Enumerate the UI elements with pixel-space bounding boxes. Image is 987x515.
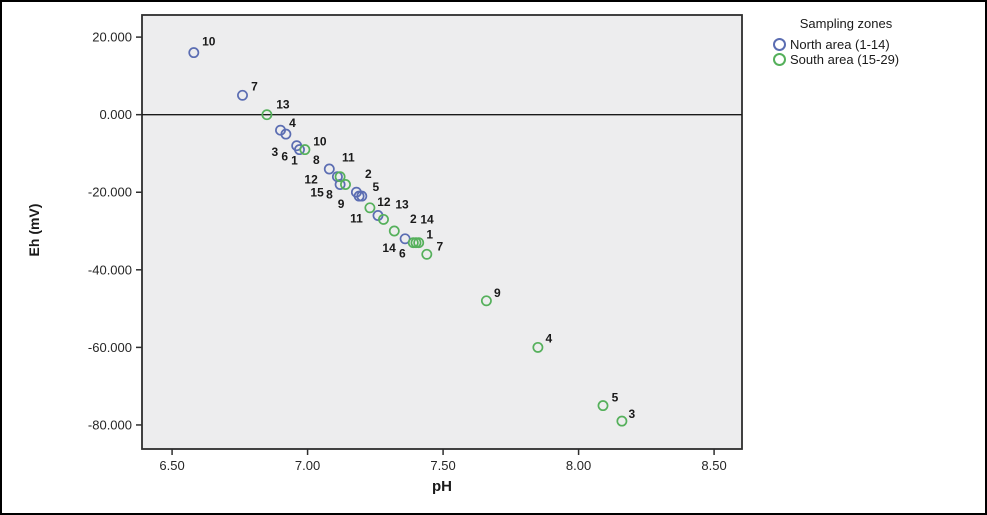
plot-area (141, 14, 743, 450)
data-point-label: 14 (420, 213, 434, 227)
data-point-label: 13 (395, 198, 409, 212)
y-tick-label: -80.000 (88, 417, 132, 432)
data-point-label: 14 (382, 241, 396, 255)
data-point-label: 9 (338, 197, 345, 211)
data-point-label: 8 (326, 188, 333, 202)
data-point-label: 7 (436, 239, 443, 253)
y-tick-label: 20.000 (92, 30, 132, 45)
legend-entry-label: South area (15-29) (790, 52, 900, 67)
data-point-circle (261, 109, 273, 121)
data-point-circle (340, 179, 351, 190)
y-tick-label: -40.000 (88, 262, 132, 277)
data-point-circle (532, 341, 544, 353)
x-tick-label: 7.00 (295, 458, 320, 473)
x-tick-label: 7.50 (430, 458, 455, 473)
data-point-circle (597, 400, 609, 412)
data-point-label: 9 (494, 286, 501, 300)
legend-entry: South area (15-29) (757, 52, 957, 67)
data-point-label: 13 (276, 98, 290, 112)
data-point-circle (364, 202, 376, 214)
data-point-circle (616, 415, 628, 427)
legend-swatch-circle-icon (773, 38, 786, 51)
data-point-label: 6 (399, 247, 406, 261)
data-point-label: 2 (410, 212, 417, 226)
legend-entry-label: North area (1-14) (790, 37, 890, 52)
data-point-circle (413, 237, 425, 249)
data-point-label: 1 (291, 154, 298, 168)
legend-title: Sampling zones (799, 16, 893, 31)
x-tick-label: 6.50 (159, 458, 184, 473)
data-point-label: 15 (310, 186, 324, 200)
data-point-label: 3 (629, 407, 636, 421)
data-point-label: 11 (342, 151, 355, 165)
data-point-label: 6 (281, 150, 288, 164)
data-point-label: 4 (546, 331, 553, 345)
data-point-circle (280, 128, 292, 140)
data-point-circle (323, 163, 335, 175)
data-point-label: 10 (313, 135, 327, 149)
data-point-label: 3 (272, 145, 279, 159)
data-point-label: 12 (377, 195, 391, 209)
y-axis-title: Eh (mV) (26, 203, 42, 257)
data-point-circle (480, 295, 492, 307)
x-tick-label: 8.50 (701, 458, 726, 473)
data-point-circle (334, 171, 346, 183)
data-point-circle (237, 89, 248, 101)
data-point-label: 5 (612, 391, 619, 405)
data-point-circle (334, 179, 346, 190)
data-point-circle (188, 47, 200, 59)
data-point-label: 5 (372, 180, 379, 194)
data-point-label: 10 (202, 35, 216, 49)
data-point-circle (299, 144, 311, 156)
data-point-label: 2 (365, 167, 372, 181)
legend: Sampling zones North area (1-14) South ar… (757, 16, 957, 67)
legend-swatch-circle-icon (773, 53, 786, 66)
y-tick-label: -20.000 (88, 185, 132, 200)
y-tick-label: 0.000 (99, 107, 132, 122)
data-point-circle (388, 225, 400, 237)
data-point-label: 12 (304, 173, 318, 187)
x-axis-title: pH (432, 478, 452, 495)
data-point-label: 1 (426, 228, 433, 242)
data-point-label: 4 (289, 116, 296, 130)
data-point-label: 7 (251, 79, 258, 93)
y-tick-label: -60.000 (88, 340, 132, 355)
data-point-label: 11 (350, 211, 363, 225)
data-point-circle (356, 190, 368, 202)
legend-entry: North area (1-14) (757, 37, 957, 52)
data-point-circle (378, 213, 389, 225)
data-point-circle (294, 144, 305, 156)
data-point-label: 8 (313, 153, 320, 167)
x-tick-label: 8.00 (566, 458, 591, 473)
data-point-circle (421, 248, 433, 260)
